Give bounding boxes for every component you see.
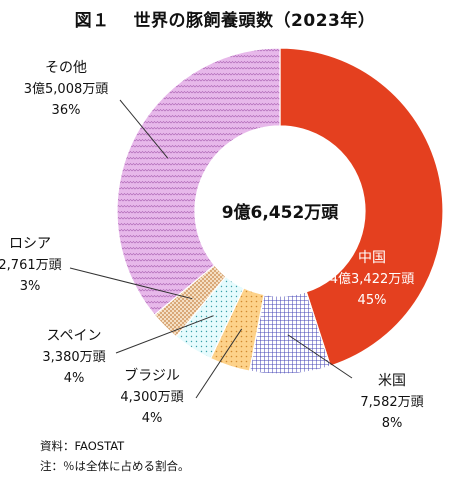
slice-value-label: 4億3,422万頭 — [330, 271, 415, 287]
slice-name-label: その他 — [45, 60, 87, 76]
page-title: 図１ 世界の豚飼養頭数（2023年） — [74, 11, 376, 31]
slice-name-label: 中国 — [358, 250, 386, 266]
slice-name-label: ロシア — [9, 236, 51, 252]
slice-percent-label: 36% — [52, 103, 81, 118]
slice-name-label: ブラジル — [124, 367, 180, 384]
source-note: 資料：FAOSTAT — [40, 439, 125, 453]
slice-china — [279, 47, 444, 367]
slice-value-label: 7,582万頭 — [360, 395, 423, 410]
leader-line-spain — [115, 315, 214, 354]
slice-value-label: 2,761万頭 — [0, 258, 62, 273]
slice-name-label: 米国 — [378, 373, 406, 389]
percent-note: 注：％は全体に占める割合。 — [40, 459, 190, 473]
slice-percent-label: 4% — [64, 371, 85, 386]
leader-line-usa — [287, 334, 353, 379]
slice-percent-label: 3% — [20, 279, 41, 294]
leader-line-brazil — [195, 328, 243, 399]
leader-line-russia — [69, 267, 193, 300]
center-total-label: 9億6,452万頭 — [222, 202, 340, 223]
slice-other — [116, 47, 281, 316]
slice-value-label: 4,300万頭 — [120, 390, 183, 405]
leader-line-other — [119, 99, 169, 159]
slices-layer — [116, 47, 444, 375]
slice-value-label: 3億5,008万頭 — [24, 81, 109, 97]
slice-value-label: 3,380万頭 — [42, 350, 105, 365]
leader-lines — [69, 99, 353, 399]
slice-percent-label: 4% — [142, 411, 163, 426]
slice-percent-label: 45% — [358, 293, 387, 308]
slice-name-label: スペイン — [46, 328, 101, 344]
slice-percent-label: 8% — [382, 416, 403, 431]
